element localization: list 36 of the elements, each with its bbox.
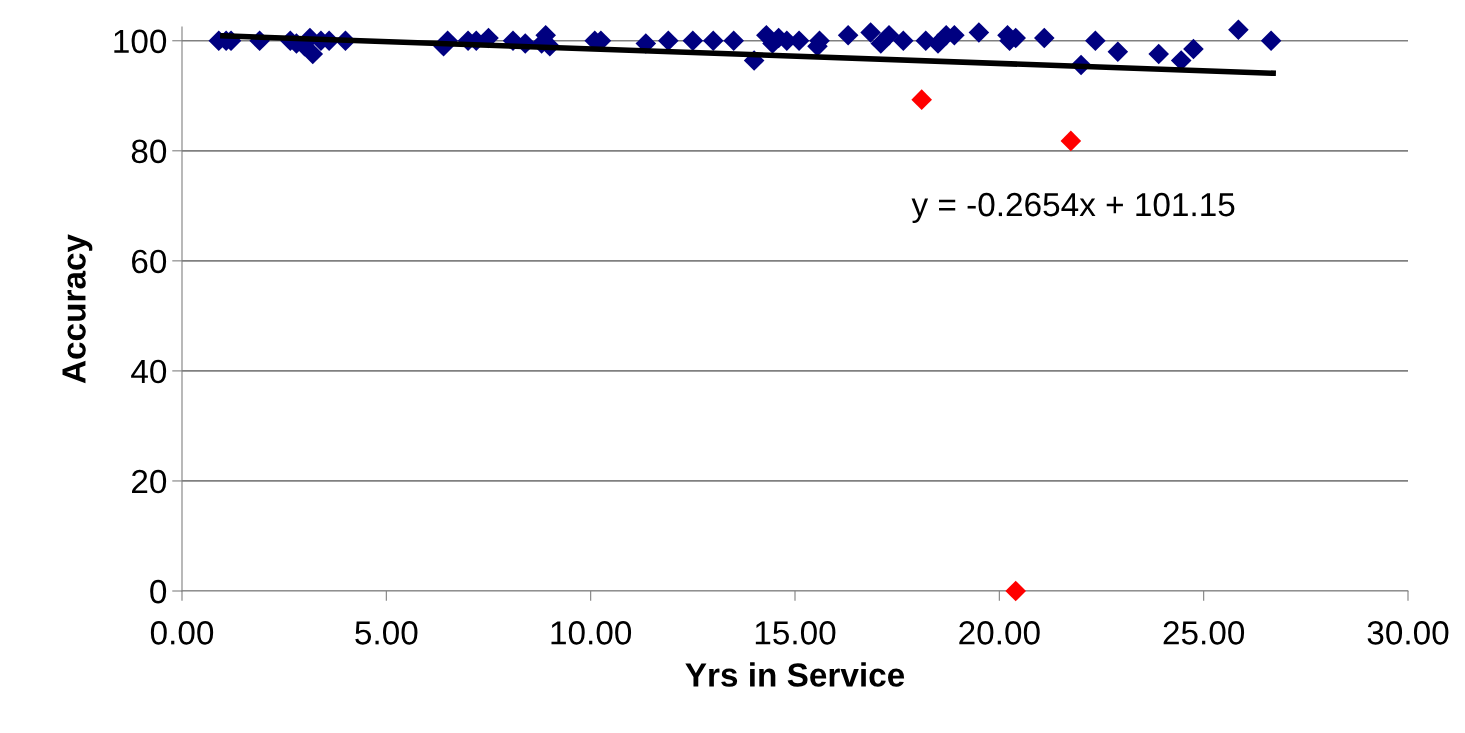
point [878,24,900,46]
point [1228,19,1249,41]
point [860,22,881,43]
y-tick-label: 60 [132,249,167,274]
x-tick-label: 25.00 [1163,621,1245,645]
point [1183,38,1204,60]
point [702,30,724,52]
y-tick-label: 40 [131,359,167,384]
point [658,30,679,52]
point [1060,130,1082,152]
point [302,43,324,65]
y-tick-label: 20 [132,469,167,494]
point [1005,580,1026,602]
point [723,30,744,52]
x-tick-label: 10.00 [551,621,632,645]
x-tick-label: 15.00 [755,621,836,645]
x-tick-label: 0.00 [150,621,214,645]
y-tick-label: 0 [150,579,167,604]
point [1260,30,1282,52]
point [837,24,859,46]
point [968,22,990,43]
point [1148,43,1170,65]
point [1107,41,1129,63]
y-tick-label: 80 [131,139,167,164]
x-axis-title: Yrs in Service [685,662,905,687]
x-tick-label: 30.00 [1367,621,1449,645]
x-tick-label: 20.00 [959,621,1040,645]
annotation: y = -0.2654x + 101.15 [911,192,1235,224]
point [1033,27,1055,49]
point [893,30,914,52]
y-axis-title: Accuracy [62,234,93,384]
x-tick-label: 5.00 [355,621,418,645]
y-tick-label: 100 [114,29,167,54]
point [911,89,932,110]
point [1085,30,1106,52]
point [682,30,704,52]
